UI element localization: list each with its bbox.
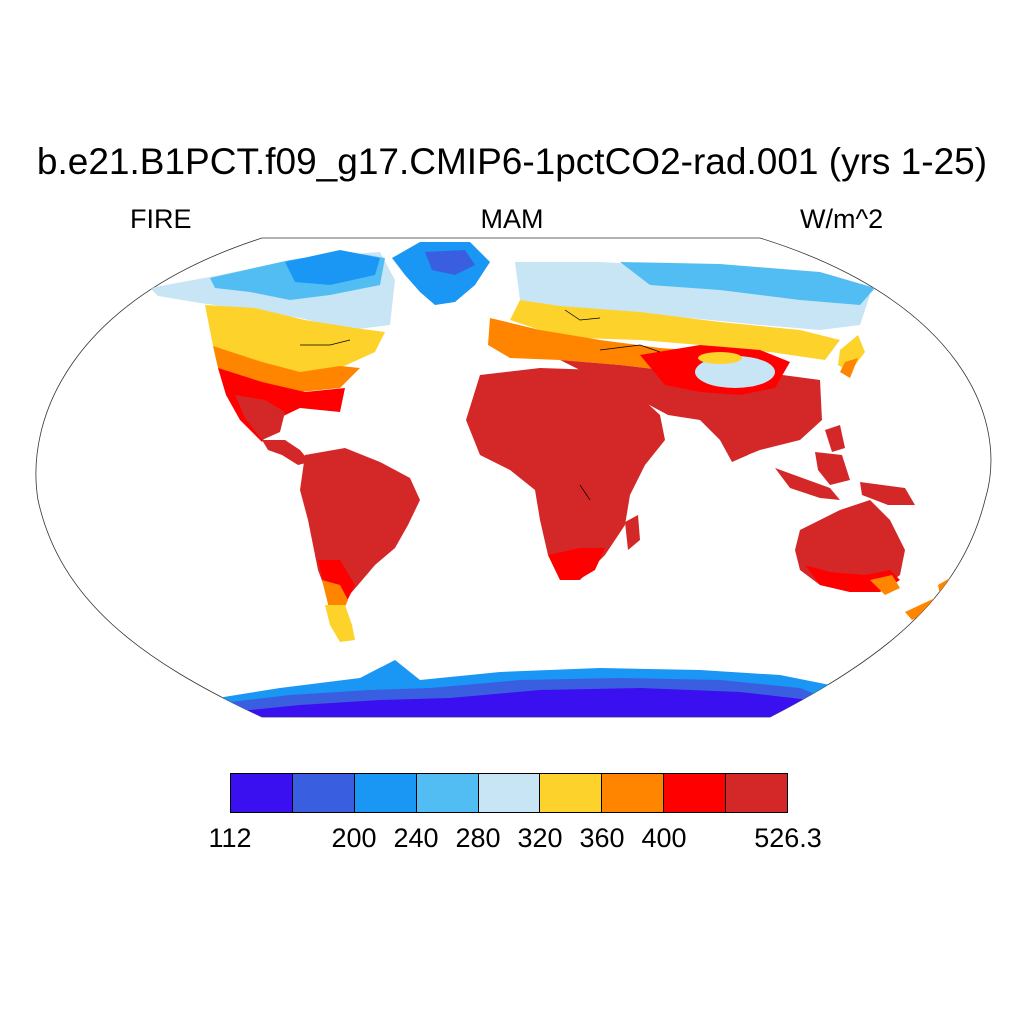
units-label: W/m^2 (800, 204, 884, 234)
colorbar-tick-label: 320 (517, 823, 563, 853)
colorbar-tick-label: 200 (331, 823, 377, 853)
colorbar-swatch (416, 774, 479, 812)
antarctica (205, 660, 830, 717)
coastline-details (300, 309, 661, 501)
figure-title: b.e21.B1PCT.f09_g17.CMIP6-1pctCO2-rad.00… (36, 141, 988, 182)
colorbar-swatch (354, 774, 417, 812)
colorbar-tick-label: 112 (208, 823, 252, 853)
colorbar-swatch (478, 774, 541, 812)
colorbar-swatch (231, 774, 293, 812)
colorbar-swatch (726, 774, 788, 812)
colorbar-swatch (540, 774, 603, 812)
colorbar-tick-label: 526.3 (754, 823, 822, 853)
africa (466, 368, 665, 580)
colorbar-tick-label: 400 (641, 823, 687, 853)
colorbar-swatch (602, 774, 665, 812)
north-america (150, 250, 395, 465)
colorbar-tick-label: 360 (579, 823, 625, 853)
south-america (300, 448, 420, 642)
colorbar (230, 773, 788, 813)
colorbar-tick-label: 280 (455, 823, 501, 853)
maritime-asia (775, 425, 915, 505)
colorbar-swatch (292, 774, 355, 812)
colorbar-swatch (664, 774, 727, 812)
season-label: MAM (480, 204, 544, 234)
eurasia (488, 262, 875, 462)
colorbar-tick-label: 240 (393, 823, 439, 853)
variable-label: FIRE (130, 204, 192, 234)
greenland (392, 242, 490, 305)
